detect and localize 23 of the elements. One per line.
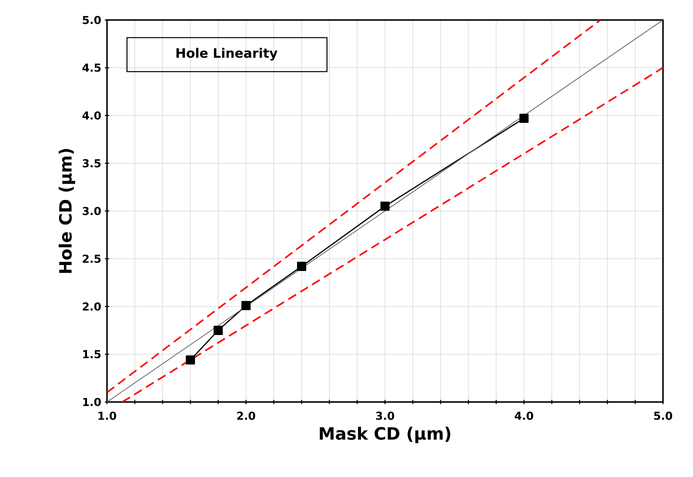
y-tick-label: 5.0 bbox=[82, 16, 101, 24]
x-tick-label: 2.0 bbox=[237, 412, 256, 420]
x-tick-label: 4.0 bbox=[514, 412, 534, 420]
point bbox=[380, 202, 390, 211]
x-tick-label: 1.0 bbox=[98, 412, 116, 420]
point bbox=[241, 300, 251, 310]
point bbox=[214, 326, 223, 335]
x-tick-label: 3.0 bbox=[376, 412, 394, 420]
x-axis-title: Mask CD (µm) bbox=[320, 426, 450, 444]
y-tick-label: 1.0 bbox=[83, 398, 101, 406]
y-tick-label: 3.5 bbox=[82, 159, 101, 168]
y-tick-label: 1.5 bbox=[83, 350, 101, 358]
y-tick-label: 3.0 bbox=[82, 206, 101, 216]
point bbox=[186, 355, 195, 365]
point bbox=[519, 114, 529, 123]
y-tick-label: 4.5 bbox=[82, 64, 101, 72]
text: Hole Linearity bbox=[176, 48, 278, 60]
y-tick-label: 2.0 bbox=[82, 302, 101, 311]
x-tick-label: 5.0 bbox=[654, 412, 672, 420]
y-tick-label: 2.5 bbox=[82, 254, 101, 263]
y-axis-title: Hole CD (µm) bbox=[58, 148, 76, 273]
point bbox=[297, 262, 306, 271]
y-tick-label: 4.0 bbox=[82, 111, 101, 120]
